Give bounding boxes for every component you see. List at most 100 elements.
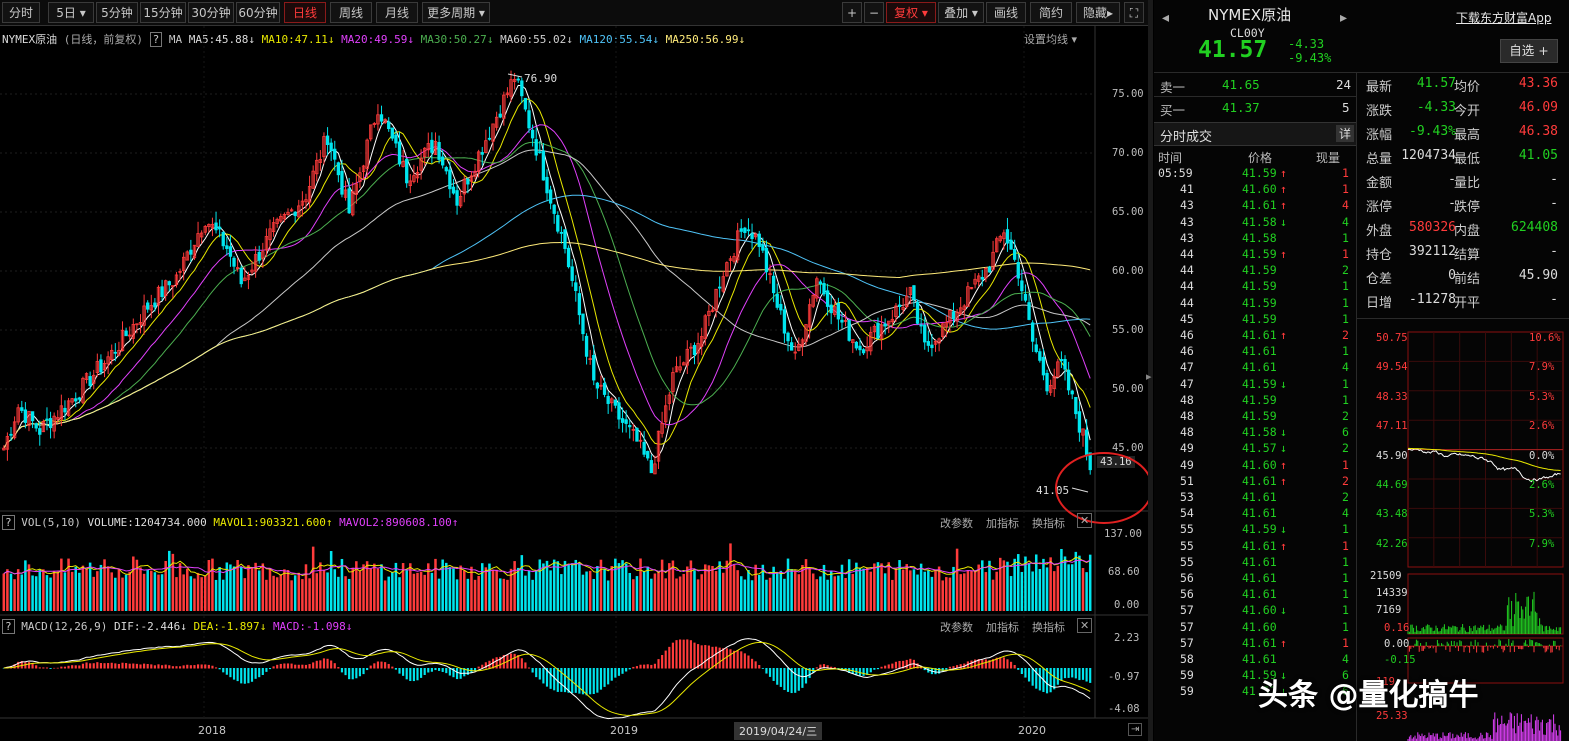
- tab-more-periods[interactable]: 更多周期 ▾: [422, 2, 490, 23]
- volume-bar: [682, 573, 685, 611]
- macd-bar: [804, 668, 808, 684]
- macd-bar: [675, 640, 678, 669]
- volume-bar: [186, 568, 189, 611]
- volume-bar: [747, 570, 750, 611]
- panel-splitter[interactable]: [1148, 0, 1153, 741]
- volume-bar: [207, 560, 211, 611]
- vol-tick: 137.00: [1104, 528, 1142, 540]
- macd-bar: [445, 668, 448, 674]
- tick-price: 41.61: [1242, 635, 1277, 650]
- macd-bar: [729, 649, 732, 669]
- macd-bar: [481, 664, 484, 669]
- volume-bar: [419, 571, 423, 611]
- candle-body: [146, 302, 150, 310]
- macd-bar: [308, 664, 311, 669]
- simple-mode-button[interactable]: 简约: [1030, 2, 1072, 23]
- macd-close-icon[interactable]: ✕: [1077, 618, 1093, 633]
- tab-daily[interactable]: 日线: [284, 2, 326, 23]
- volume-bar: [430, 572, 434, 611]
- volume-bar: [394, 562, 398, 611]
- macd-bar: [254, 668, 257, 679]
- candle-body: [437, 142, 441, 160]
- macd-bar: [398, 668, 401, 674]
- macd-change-params[interactable]: 改参数: [940, 621, 973, 634]
- volume-bar: [977, 564, 980, 611]
- tab-more-label: 更多周期: [427, 6, 476, 20]
- volume-bar: [646, 566, 649, 611]
- macd-switch-indicator[interactable]: 换指标: [1032, 621, 1065, 634]
- macd-bar: [38, 667, 41, 669]
- vol-close-icon[interactable]: ✕: [1077, 513, 1093, 528]
- candle-body: [390, 127, 394, 139]
- volume-bar: [919, 563, 923, 611]
- hide-button[interactable]: 隐藏▸: [1076, 2, 1120, 23]
- tick-row: 55 41.61 ↑ 1: [1156, 539, 1352, 555]
- vol-add-indicator[interactable]: 加指标: [986, 517, 1019, 530]
- candle-body: [710, 309, 715, 312]
- candle-body: [164, 280, 168, 297]
- macd-help-icon[interactable]: ?: [2, 619, 15, 634]
- ticks-detail-button[interactable]: 详: [1336, 125, 1355, 142]
- candle-body: [955, 311, 959, 322]
- tab-60min[interactable]: 60分钟: [236, 2, 280, 23]
- macd-bar: [826, 665, 829, 669]
- legend-ma30: MA30:50.27: [420, 33, 487, 46]
- tab-15min[interactable]: 15分钟: [140, 2, 186, 23]
- vol-help-icon[interactable]: ?: [2, 515, 15, 530]
- candle-body: [110, 349, 114, 360]
- volume-bar: [459, 565, 462, 611]
- tab-monthly[interactable]: 月线: [376, 2, 418, 23]
- macd-add-indicator[interactable]: 加指标: [986, 621, 1019, 634]
- volume-bar: [358, 571, 362, 611]
- volume-bar: [437, 578, 441, 611]
- macd-bar: [567, 668, 570, 693]
- mini-vol-tick: 7169: [1376, 604, 1402, 616]
- macd-bar: [196, 664, 200, 669]
- ma-settings-link[interactable]: 设置均线 ▾: [1024, 33, 1078, 46]
- volume-bar: [52, 570, 56, 611]
- add-watchlist-button[interactable]: 自选 +: [1500, 39, 1558, 63]
- vol-legend: ? VOL(5,10) VOLUME:1204734.000 MAVOL1:90…: [2, 515, 458, 530]
- tick-price: 41.61: [1242, 473, 1277, 488]
- macd-bar: [243, 668, 246, 684]
- zoom-out-button[interactable]: −: [864, 2, 884, 23]
- tab-5day[interactable]: 5日 ▾: [48, 2, 94, 23]
- fullscreen-icon[interactable]: ⛶: [1124, 2, 1144, 23]
- tab-30min[interactable]: 30分钟: [188, 2, 234, 23]
- macd-bar: [876, 668, 880, 670]
- stat-value: -: [1550, 172, 1558, 187]
- zoom-in-button[interactable]: +: [842, 2, 862, 23]
- overlay-button[interactable]: 叠加 ▾: [938, 2, 984, 23]
- help-icon[interactable]: ?: [149, 32, 163, 47]
- macd-bar: [808, 668, 811, 678]
- next-icon[interactable]: ▸: [1340, 10, 1348, 26]
- stat-label: 内盘: [1454, 224, 1481, 239]
- volume-bar: [955, 548, 959, 611]
- scroll-end-icon[interactable]: ⇥: [1128, 723, 1143, 736]
- candle-body: [628, 425, 632, 428]
- tick-row: 58 41.61 4: [1156, 652, 1352, 668]
- macd-bar: [697, 644, 700, 669]
- download-app-link[interactable]: 下载东方财富App: [1456, 11, 1552, 25]
- draw-line-button[interactable]: 画线: [986, 2, 1026, 23]
- tab-fenshi[interactable]: 分时: [2, 2, 40, 23]
- legend-ma20: MA20:49.59: [341, 33, 408, 46]
- tab-5min[interactable]: 5分钟: [96, 2, 138, 23]
- candle-body: [1048, 385, 1053, 393]
- volume-bar: [808, 567, 811, 611]
- volume-bar: [9, 573, 13, 611]
- fuquan-button[interactable]: 复权 ▾: [886, 2, 936, 23]
- macd-bar: [268, 668, 272, 670]
- tab-weekly[interactable]: 周线: [330, 2, 372, 23]
- macd-bar: [1085, 668, 1088, 682]
- macd-bar: [438, 668, 441, 671]
- vol-change-params[interactable]: 改参数: [940, 517, 973, 530]
- prev-icon[interactable]: ◂: [1162, 10, 1170, 26]
- vol-switch-indicator[interactable]: 换指标: [1032, 517, 1065, 530]
- macd-bar: [261, 668, 264, 675]
- macd-bar: [513, 653, 516, 669]
- ask-row: 卖一 41.65 24: [1156, 77, 1352, 95]
- tick-time: 43: [1180, 198, 1194, 213]
- macd-bar: [740, 651, 743, 669]
- collapse-arrow-icon[interactable]: ▸: [1146, 370, 1152, 383]
